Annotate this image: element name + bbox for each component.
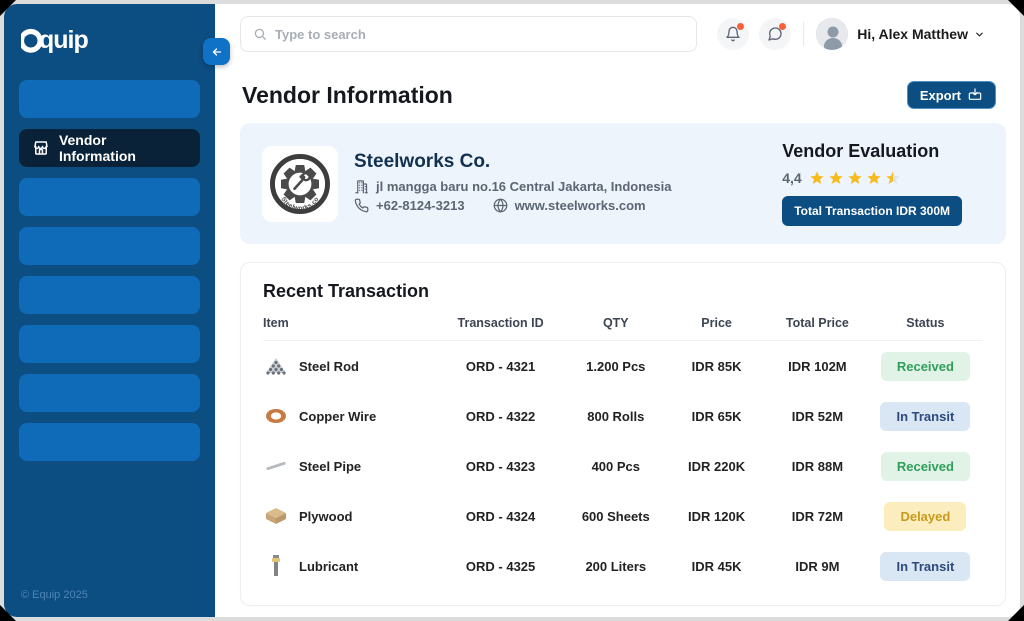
svg-text:quip: quip — [39, 26, 88, 54]
